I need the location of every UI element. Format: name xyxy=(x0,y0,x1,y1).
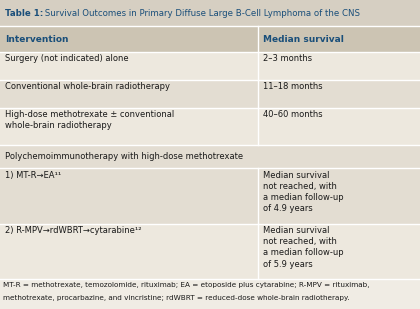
Text: 40–60 months: 40–60 months xyxy=(263,110,323,119)
Text: Polychemoimmunotherapy with high-dose methotrexate: Polychemoimmunotherapy with high-dose me… xyxy=(5,152,243,161)
Bar xyxy=(0,168,420,224)
Text: Intervention: Intervention xyxy=(5,35,68,44)
Text: 2–3 months: 2–3 months xyxy=(263,54,312,63)
Text: Conventional whole-brain radiotherapy: Conventional whole-brain radiotherapy xyxy=(5,82,170,91)
Text: Table 1:: Table 1: xyxy=(5,9,43,18)
Text: Survival Outcomes in Primary Diffuse Large B-Cell Lymphoma of the CNS: Survival Outcomes in Primary Diffuse Lar… xyxy=(42,9,360,18)
Text: Median survival
not reached, with
a median follow-up
of 4.9 years: Median survival not reached, with a medi… xyxy=(263,171,344,213)
Bar xyxy=(0,224,420,279)
Text: MT-R = methotrexate, temozolomide, rituximab; EA = etoposide plus cytarabine; R-: MT-R = methotrexate, temozolomide, ritux… xyxy=(3,282,369,288)
Text: Surgery (not indicated) alone: Surgery (not indicated) alone xyxy=(5,54,129,63)
Text: Median survival
not reached, with
a median follow-up
of 5.9 years: Median survival not reached, with a medi… xyxy=(263,226,344,269)
Text: methotrexate, procarbazine, and vincristine; rdWBRT = reduced-dose whole-brain r: methotrexate, procarbazine, and vincrist… xyxy=(3,295,349,301)
Bar xyxy=(0,0,420,27)
Bar xyxy=(0,52,420,80)
Text: Median survival: Median survival xyxy=(263,35,344,44)
Text: 1) MT-R→EA¹¹: 1) MT-R→EA¹¹ xyxy=(5,171,61,180)
Bar xyxy=(0,145,420,168)
Text: 11–18 months: 11–18 months xyxy=(263,82,323,91)
Text: High-dose methotrexate ± conventional
whole-brain radiotherapy: High-dose methotrexate ± conventional wh… xyxy=(5,110,174,130)
Bar xyxy=(0,80,420,108)
Bar xyxy=(0,108,420,145)
Bar xyxy=(0,27,420,52)
Text: 2) R-MPV→rdWBRT→cytarabine¹²: 2) R-MPV→rdWBRT→cytarabine¹² xyxy=(5,226,142,235)
